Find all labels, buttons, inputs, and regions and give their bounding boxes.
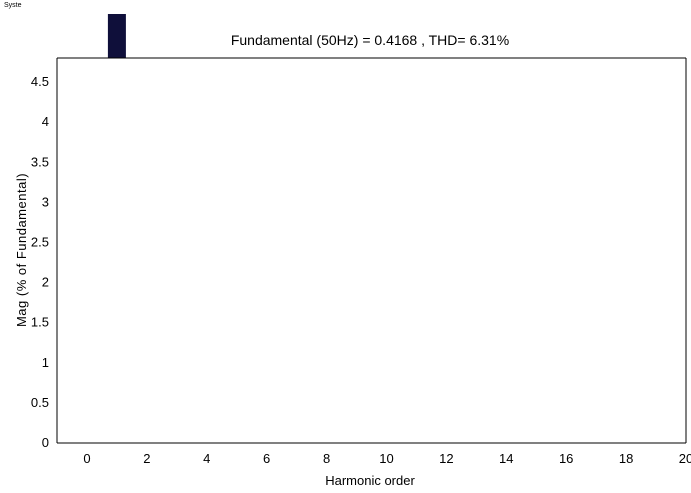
y-axis-label: Mag (% of Fundamental) [14,173,29,327]
y-tick-label: 1.5 [31,315,49,330]
x-tick-label: 12 [439,451,453,466]
x-tick-label: 2 [143,451,150,466]
y-tick-label: 3 [42,194,49,209]
y-tick-label: 2 [42,275,49,290]
x-axis-label: Harmonic order [325,473,415,488]
x-axis-ticks: 0 2 4 6 8 10 12 14 16 18 20 [83,58,691,466]
y-tick-label: 2.5 [31,234,49,249]
y-tick-label: 4.5 [31,74,49,89]
x-tick-label: 6 [263,451,270,466]
x-tick-label: 16 [559,451,573,466]
y-tick-label: 0 [42,435,49,450]
x-tick-label: 4 [203,451,210,466]
x-tick-label: 10 [379,451,393,466]
x-tick-label: 8 [323,451,330,466]
y-tick-label: 1 [42,355,49,370]
x-tick-label: 18 [619,451,633,466]
plot-area [57,58,686,443]
plot-axes [56,57,687,444]
chart-title: Fundamental (50Hz) = 0.4168 , THD= 6.31% [231,32,509,48]
corner-clipped-text: Syste [4,2,22,9]
y-tick-label: 4 [42,114,49,129]
y-tick-label: 3.5 [31,154,49,169]
x-tick-label: 14 [499,451,513,466]
y-tick-label: 0.5 [31,395,49,410]
x-tick-label: 20 [679,451,691,466]
x-tick-label: 0 [83,451,90,466]
